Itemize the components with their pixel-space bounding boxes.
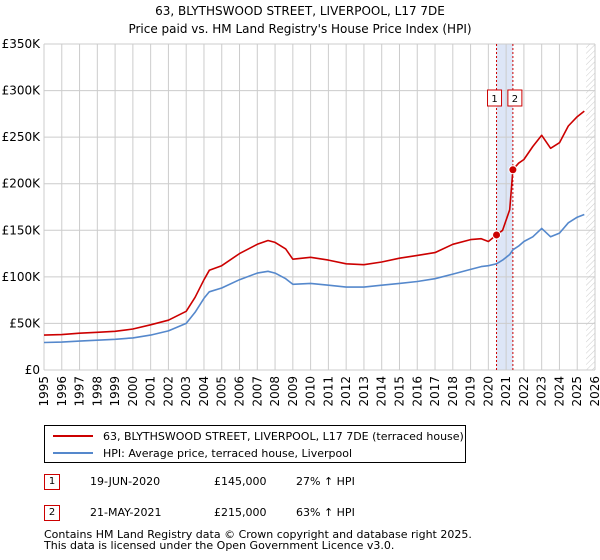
legend-item-property: 63, BLYTHSWOOD STREET, LIVERPOOL, L17 7D… [53,428,464,444]
y-tick-label: £0 [25,363,40,377]
sale-date-1: 19-JUN-2020 [90,475,161,488]
x-tick-label: 1997 [73,376,87,407]
x-tick-label: 2014 [375,376,389,407]
footer-line-1: Contains HM Land Registry data © Crown c… [44,528,472,541]
price-chart: £0 £50K £100K £150K £200K £250K £300K £350K 1995… [2,37,600,407]
y-tick-label: £100K [2,270,42,284]
legend-label-property: 63, BLYTHSWOOD STREET, LIVERPOOL, L17 7D… [103,429,464,443]
x-tick-label: 1996 [55,376,69,407]
sale-hpi-1: 27% ↑ HPI [296,475,355,488]
x-tick-label: 2017 [428,376,442,407]
x-tick-label: 2022 [517,376,531,407]
chart-subtitle: Price paid vs. HM Land Registry's House … [128,22,472,36]
x-tick-label: 2019 [464,376,478,407]
property-series-line [43,110,585,336]
x-tick-label: 2000 [126,376,140,407]
chart-title: 63, BLYTHSWOOD STREET, LIVERPOOL, L17 7D… [155,4,445,18]
x-tick-label: 1998 [90,376,104,407]
x-tick-label: 2016 [410,376,424,407]
x-tick-label: 2001 [144,376,158,407]
x-tick-label: 2015 [392,376,406,407]
sale-date-2: 21-MAY-2021 [90,506,162,519]
y-tick-label: £200K [2,177,42,191]
forecast-hatch [586,44,595,370]
sale-box-2 [507,89,523,107]
x-tick-label: 2020 [481,376,495,407]
x-tick-label: 1999 [108,376,122,407]
y-tick-label: £150K [2,223,42,237]
x-tick-label: 2011 [321,376,335,407]
sale-point-2 [508,165,518,175]
sale-price-1: £145,000 [214,475,267,488]
x-tick-label: 2024 [552,376,566,407]
x-tick-label: 2007 [250,376,264,407]
sale-hpi-2: 63% ↑ HPI [296,506,355,519]
hpi-series-line [43,213,585,344]
footer: Contains HM Land Registry data © Crown c… [44,529,472,551]
sale-box-label-2: 2 [512,94,518,105]
sale-badge-2: 2 [44,505,60,521]
x-tick-label: 2005 [215,376,229,407]
y-tick-label: £300K [2,84,42,98]
x-tick-label: 2008 [268,376,282,407]
legend-item-hpi: HPI: Average price, terraced house, Live… [53,445,352,461]
legend-line-red [53,435,93,437]
sale-badge-1: 1 [44,474,60,490]
sale-point-1 [492,230,502,240]
x-tick-label: 2021 [499,376,513,407]
y-tick-label: £250K [2,130,42,144]
x-tick-label: 1995 [37,376,51,407]
x-tick-label: 2025 [570,376,584,407]
legend-label-hpi: HPI: Average price, terraced house, Live… [103,446,353,460]
legend-line-blue [53,452,93,454]
sale-period-band [496,44,513,370]
chart-legend: 63, BLYTHSWOOD STREET, LIVERPOOL, L17 7D… [44,425,466,463]
x-tick-label: 2026 [588,376,600,407]
sale-price-2: £215,000 [214,506,267,519]
x-tick-label: 2006 [233,376,247,407]
x-tick-label: 2023 [535,376,549,407]
y-tick-label: £50K [9,316,41,330]
x-tick-label: 2012 [339,376,353,407]
x-tick-label: 2002 [161,376,175,407]
x-tick-label: 2018 [446,376,460,407]
sale-box-1 [487,89,503,107]
x-tick-label: 2003 [179,376,193,407]
x-tick-label: 2013 [357,376,371,407]
footer-line-2: This data is licensed under the Open Gov… [44,539,395,552]
y-tick-label: £350K [2,37,42,51]
sale-box-label-1: 1 [491,94,497,105]
x-tick-label: 2004 [197,376,211,407]
x-tick-label: 2009 [286,376,300,407]
x-tick-label: 2010 [304,376,318,407]
